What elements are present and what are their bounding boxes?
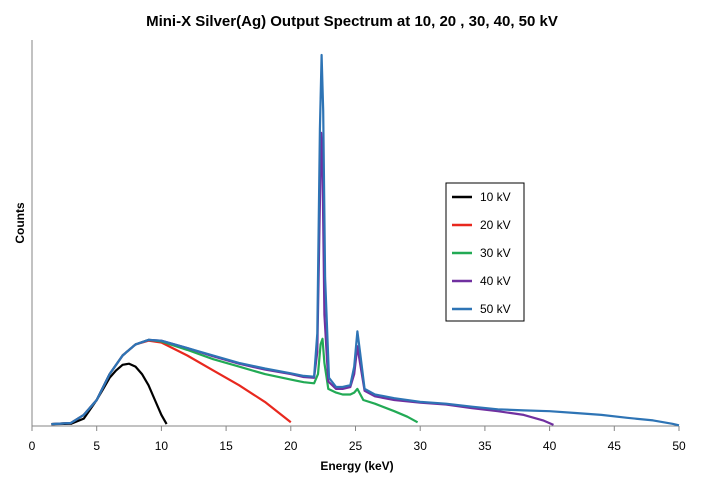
legend: 10 kV 20 kV 30 kV 40 kV 50 kV: [445, 182, 525, 322]
x-tick-label: 45: [608, 439, 622, 453]
x-tick-label: 35: [478, 439, 492, 453]
legend-entry-label: 20 kV: [480, 218, 511, 232]
x-tick-label: 0: [29, 439, 36, 453]
series-lines: [51, 53, 680, 427]
x-tick-label: 20: [284, 439, 298, 453]
x-axis-label: Energy (keV): [320, 459, 393, 473]
x-tick-label: 50: [672, 439, 686, 453]
legend-entry-label: 30 kV: [480, 246, 511, 260]
legend-entry-label: 40 kV: [480, 274, 511, 288]
legend-entry-label: 10 kV: [480, 190, 511, 204]
x-tick-label: 30: [414, 439, 428, 453]
legend-entry-label: 50 kV: [480, 302, 511, 316]
series-line-10-kv: [51, 362, 168, 426]
x-tick-label: 15: [219, 439, 233, 453]
x-tick-label: 40: [543, 439, 557, 453]
chart-title: Mini-X Silver(Ag) Output Spectrum at 10,…: [146, 13, 558, 30]
x-tick-labels: 0 5 10 15 20 25 30 35 40 45 50: [29, 426, 686, 453]
series-line-50-kv: [51, 53, 680, 427]
x-tick-label: 25: [349, 439, 363, 453]
x-tick-label: 10: [155, 439, 169, 453]
x-tick-label: 5: [93, 439, 100, 453]
y-axis-label: Counts: [13, 202, 27, 244]
